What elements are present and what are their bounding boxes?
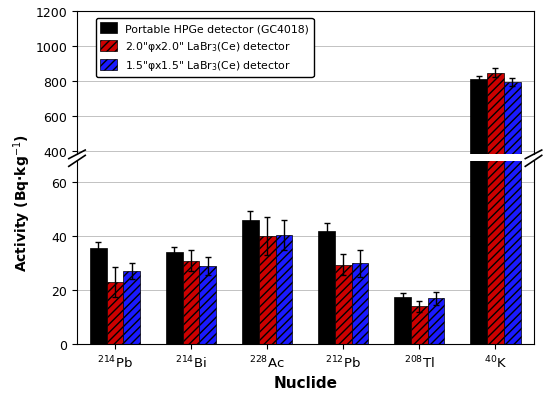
Bar: [318, 214, 335, 221]
Bar: [107, 282, 123, 344]
Bar: [335, 265, 351, 344]
Bar: [504, 83, 520, 221]
Bar: [200, 266, 216, 344]
Bar: [351, 264, 368, 344]
Bar: [107, 217, 123, 221]
Bar: [276, 214, 292, 221]
Bar: [351, 216, 368, 221]
Bar: [183, 216, 200, 221]
Bar: [123, 272, 140, 344]
Bar: [90, 249, 107, 344]
Bar: [166, 215, 183, 221]
Bar: [394, 297, 411, 344]
Bar: [90, 215, 107, 221]
Bar: [411, 219, 428, 221]
Bar: [487, 74, 504, 221]
Bar: [183, 261, 200, 344]
Bar: [411, 307, 428, 344]
Bar: [470, 80, 487, 221]
Bar: [259, 214, 276, 221]
Bar: [428, 298, 444, 344]
Bar: [318, 231, 335, 344]
Bar: [428, 218, 444, 221]
Bar: [259, 237, 276, 344]
Legend: Portable HPGe detector (GC4018), 2.0"φx2.0" LaBr$_3$(Ce) detector, 1.5"φx1.5" La: Portable HPGe detector (GC4018), 2.0"φx2…: [96, 19, 314, 77]
Bar: [242, 213, 259, 221]
Bar: [123, 216, 140, 221]
Bar: [200, 216, 216, 221]
Bar: [470, 0, 487, 344]
Bar: [166, 253, 183, 344]
Bar: [487, 0, 504, 344]
Bar: [504, 0, 520, 344]
Bar: [242, 221, 259, 344]
Bar: [276, 235, 292, 344]
Text: Activity (Bq·kg$^{-1}$): Activity (Bq·kg$^{-1}$): [11, 134, 33, 271]
Bar: [394, 218, 411, 221]
X-axis label: Nuclide: Nuclide: [273, 375, 337, 390]
Bar: [335, 216, 351, 221]
